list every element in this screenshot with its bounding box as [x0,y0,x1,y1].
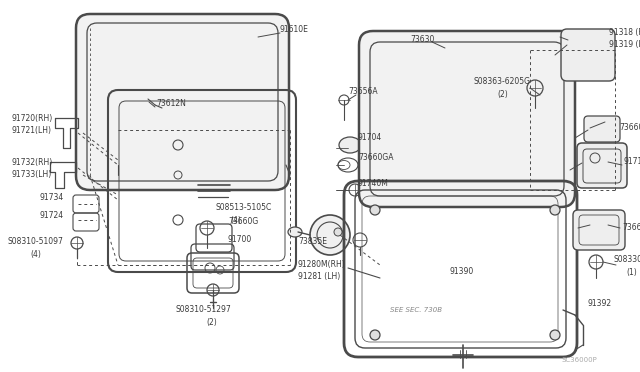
Text: SEE SEC. 730B: SEE SEC. 730B [390,307,442,313]
Text: 91319 (LH): 91319 (LH) [609,39,640,48]
Text: S08310-51097: S08310-51097 [8,237,64,247]
Text: S08310-51297: S08310-51297 [175,305,231,314]
Text: S08330-51042: S08330-51042 [614,256,640,264]
Text: S08363-6205G: S08363-6205G [474,77,531,87]
FancyBboxPatch shape [76,14,289,190]
Circle shape [310,215,350,255]
Text: 91733(LH): 91733(LH) [12,170,52,180]
FancyBboxPatch shape [561,29,615,81]
Text: (1): (1) [626,267,637,276]
Text: 91710: 91710 [624,157,640,167]
Circle shape [334,228,342,236]
Text: 73835E: 73835E [298,237,327,247]
Text: 91390: 91390 [450,267,474,276]
Text: 73660G: 73660G [228,218,259,227]
Text: 91732(RH): 91732(RH) [12,158,53,167]
Text: S08513-5105C: S08513-5105C [215,202,271,212]
FancyBboxPatch shape [359,31,575,207]
Circle shape [550,205,560,215]
Text: (4): (4) [30,250,41,259]
Ellipse shape [339,137,361,153]
Text: 73656A: 73656A [348,87,378,96]
Text: 73630: 73630 [410,35,435,45]
Text: (2): (2) [497,90,508,99]
Text: (4): (4) [230,215,241,224]
FancyBboxPatch shape [573,210,625,250]
FancyBboxPatch shape [577,143,627,188]
Text: 91280M(RH): 91280M(RH) [298,260,346,269]
Text: 91700: 91700 [228,235,252,244]
Text: 91281 (LH): 91281 (LH) [298,273,340,282]
Text: 91724: 91724 [40,212,64,221]
Text: 91610E: 91610E [280,26,309,35]
Text: 91740M: 91740M [358,179,389,187]
Text: 91392: 91392 [588,298,612,308]
Ellipse shape [288,227,302,237]
Text: (2): (2) [206,317,217,327]
Text: 91704: 91704 [358,134,382,142]
Circle shape [370,330,380,340]
FancyBboxPatch shape [584,116,620,142]
Circle shape [370,205,380,215]
Text: 73660F: 73660F [622,224,640,232]
Text: 91721(LH): 91721(LH) [12,125,52,135]
Text: 73612N: 73612N [156,99,186,108]
Text: 73660GA: 73660GA [358,154,394,163]
Text: 73660J: 73660J [619,124,640,132]
Text: 91318 (RH): 91318 (RH) [609,28,640,36]
Text: SC36000P: SC36000P [562,357,598,363]
Text: 91720(RH): 91720(RH) [12,113,53,122]
Circle shape [550,330,560,340]
Text: 91734: 91734 [40,193,64,202]
